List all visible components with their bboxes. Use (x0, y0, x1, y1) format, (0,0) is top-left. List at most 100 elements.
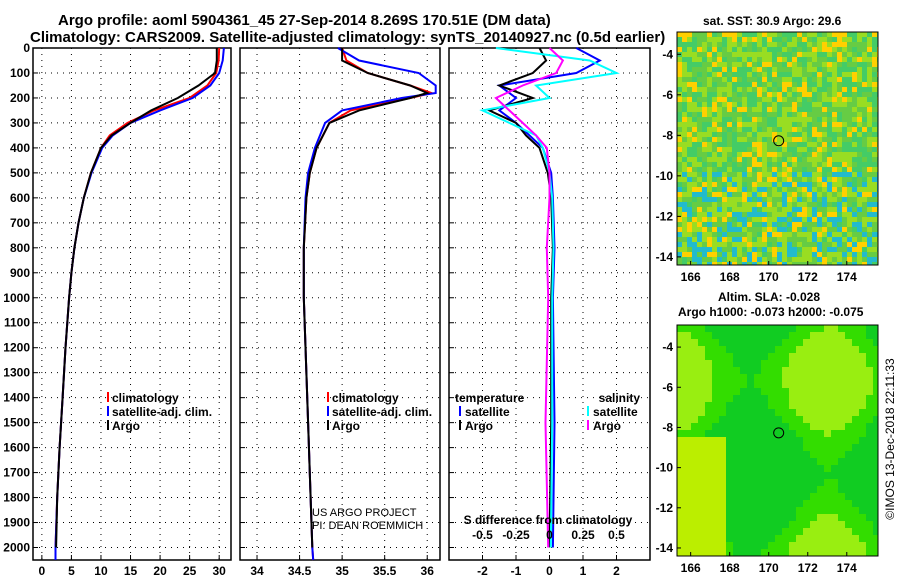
map-cell (857, 197, 862, 202)
map-cell (747, 521, 754, 528)
map-cell (824, 409, 831, 416)
map-cell (872, 257, 877, 262)
map-cell (702, 192, 707, 197)
map-cell (752, 82, 757, 87)
map-cell (787, 142, 792, 147)
map-cell (792, 157, 797, 162)
map-cell (832, 217, 837, 222)
map-cell (859, 486, 866, 493)
map-cell (831, 472, 838, 479)
map-cell (852, 367, 859, 374)
map-cell (732, 42, 737, 47)
map-cell (732, 62, 737, 67)
map-cell (742, 167, 747, 172)
map-cell (722, 242, 727, 247)
map-cell (727, 222, 732, 227)
map-cell (817, 388, 824, 395)
map-cell (822, 37, 827, 42)
map-cell (697, 37, 702, 42)
map-cell (697, 167, 702, 172)
map-cell (684, 451, 691, 458)
map-cell (862, 197, 867, 202)
map-cell (754, 521, 761, 528)
map-cell (754, 388, 761, 395)
map-cell (857, 147, 862, 152)
map-cell (707, 47, 712, 52)
map-cell (810, 374, 817, 381)
map-cell (824, 346, 831, 353)
map-cell (872, 122, 877, 127)
map-cell (802, 167, 807, 172)
map-cell (767, 132, 772, 137)
map-cell (792, 222, 797, 227)
map-cell (762, 102, 767, 107)
map-cell (810, 402, 817, 409)
map-cell (796, 549, 803, 556)
map-cell (872, 32, 877, 37)
map-cell (772, 112, 777, 117)
map-cell (777, 197, 782, 202)
map-cell (827, 57, 832, 62)
map-cell (817, 521, 824, 528)
map-cell (677, 332, 684, 339)
map-cell (832, 137, 837, 142)
map-cell (705, 535, 712, 542)
map-cell (737, 227, 742, 232)
map-cell (726, 507, 733, 514)
map-cell (702, 242, 707, 247)
map-cell (837, 42, 842, 47)
map-cell (687, 62, 692, 67)
map-cell (692, 62, 697, 67)
map-cell (697, 132, 702, 137)
map-cell (757, 207, 762, 212)
map-cell (757, 147, 762, 152)
map-cell (772, 57, 777, 62)
map-cell (712, 493, 719, 500)
map-cell (682, 262, 687, 265)
map-cell (767, 92, 772, 97)
map-cell (803, 332, 810, 339)
map-cell (705, 339, 712, 346)
map-cell (684, 500, 691, 507)
map-cell (747, 465, 754, 472)
map-cell (866, 325, 873, 332)
map-cell (810, 507, 817, 514)
map-cell (677, 458, 684, 465)
map-cell (862, 232, 867, 237)
map-cell (719, 430, 726, 437)
map-cell (807, 87, 812, 92)
map-cell (705, 444, 712, 451)
map-cell (732, 122, 737, 127)
map-cell (789, 444, 796, 451)
map-cell (817, 451, 824, 458)
map-cell (727, 182, 732, 187)
map-cell (782, 92, 787, 97)
map-cell (837, 252, 842, 257)
map-cell (687, 227, 692, 232)
map-cell (842, 137, 847, 142)
map-cell (859, 409, 866, 416)
map-cell (682, 237, 687, 242)
map-cell (722, 172, 727, 177)
map-cell (768, 353, 775, 360)
map-cell (831, 535, 838, 542)
map-cell (797, 47, 802, 52)
map-cell (847, 72, 852, 77)
map-cell (824, 542, 831, 549)
map-cell (682, 57, 687, 62)
map-cell (772, 197, 777, 202)
map-cell (782, 217, 787, 222)
map-cell (747, 247, 752, 252)
map-cell (754, 423, 761, 430)
map-cell (782, 437, 789, 444)
map-cell (837, 137, 842, 142)
map-cell (872, 57, 877, 62)
y-tick-label: 2000 (3, 541, 30, 555)
map-cell (812, 47, 817, 52)
map-cell (803, 542, 810, 549)
map-cell (847, 142, 852, 147)
map-cell (752, 252, 757, 257)
map-cell (866, 486, 873, 493)
map-cell (768, 437, 775, 444)
map-cell (862, 167, 867, 172)
